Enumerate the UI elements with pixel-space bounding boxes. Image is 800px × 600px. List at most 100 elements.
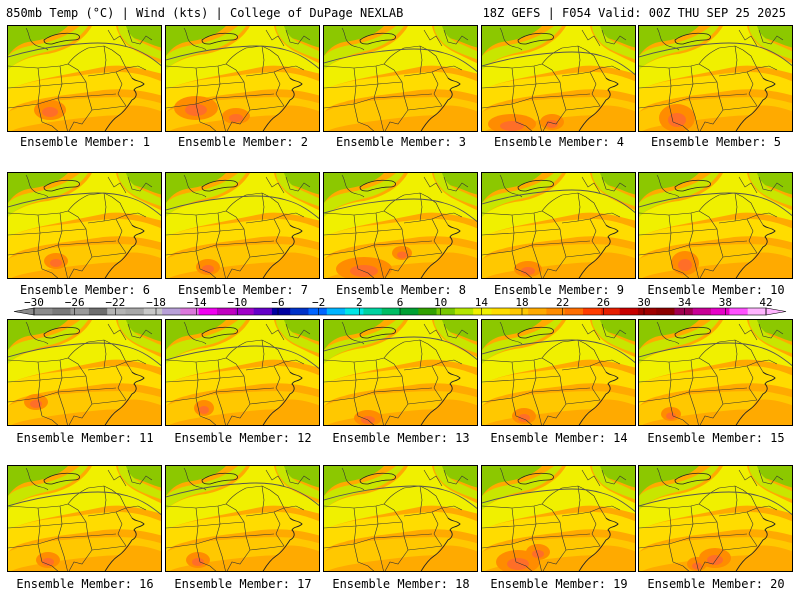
state-border [742,196,764,226]
state-border [722,105,758,111]
ensemble-member-map [323,172,478,279]
colorbar-swatch [253,308,273,315]
member-label: Ensemble Member: 6 [19,283,151,297]
colorbar-swatch [308,308,328,315]
colorbar-swatch [34,308,53,315]
state-border [599,505,621,511]
wind-contour [482,51,635,75]
state-border [482,387,591,403]
state-border [699,549,724,571]
state-border [601,469,627,485]
temperature-band [324,219,477,259]
coastline [262,517,303,571]
state-border [125,505,147,511]
wind-contour [166,345,319,369]
state-border [225,485,271,505]
state-border [91,399,127,405]
member-label: Ensemble Member: 12 [174,431,312,445]
state-border [111,196,133,226]
state-border [718,507,758,517]
temperature-map [639,466,792,571]
state-border [419,339,423,369]
colorbar-tick-label: 30 [637,296,650,309]
colorbar-tick-label: −22 [105,296,125,309]
coastline [262,371,303,425]
state-border [283,212,305,218]
temperature-band [276,173,319,207]
state-border [542,256,567,278]
wind-contour [324,336,477,360]
colorbar-tick-label: 42 [759,296,772,309]
state-border [499,27,523,51]
state-border [8,63,69,69]
state-border [427,49,449,79]
state-border [273,365,285,401]
temperature-map [166,26,319,131]
state-border [8,228,87,236]
temperature-band [166,512,319,552]
colorbar-swatch [143,308,163,315]
state-border [166,387,275,403]
state-border [668,67,674,123]
coastline [104,77,145,131]
state-border [722,252,758,258]
colorbar-tick-label: −30 [24,296,44,309]
state-border [639,81,718,89]
temperature-colorbar: −30 −26 −22 −18 −14 −10 −6 −2 2 6 10 14 18 22 26 30 34 38… [13,296,787,316]
state-border [107,29,127,47]
state-border [103,339,107,369]
state-border [25,27,49,51]
colorbar-tick-label: −18 [146,296,166,309]
temperature-band [276,320,319,354]
temperature-map [482,173,635,278]
state-border [25,467,49,491]
state-border [127,176,153,192]
temperature-band [639,366,792,406]
colorbar-tick-label: −10 [227,296,247,309]
great-lakes-outline [674,326,711,339]
state-border [273,71,285,107]
state-border [261,339,265,369]
state-border [341,174,365,198]
state-border [166,240,275,256]
temperature-band [639,72,792,112]
temperature-band [482,26,542,56]
temperature-band [639,219,792,259]
state-border [245,214,285,224]
state-border [195,361,201,417]
member-label: Ensemble Member: 2 [177,135,309,149]
state-border [541,339,587,359]
colorbar-swatch [619,308,639,315]
state-border [746,365,758,401]
state-border [111,343,133,373]
warm-core [192,558,204,566]
state-border [699,256,724,278]
state-border [585,489,607,519]
state-border [577,45,581,75]
state-border [37,67,43,123]
state-border [195,507,201,563]
state-border [341,321,365,345]
state-border [734,192,738,222]
colorbar-swatch [509,308,529,315]
state-border [403,67,443,77]
temperature-band [166,26,226,56]
state-border [698,339,744,359]
temperature-band [592,173,635,207]
coastline [578,224,619,278]
warm-core [42,107,58,117]
state-border [482,81,561,89]
coastline [420,77,461,131]
state-border [91,545,127,551]
colorbar-swatch [747,308,767,315]
state-border [273,218,285,254]
colorbar-swatch [436,308,456,315]
state-border [125,65,147,71]
state-border [41,415,59,425]
state-border [324,387,433,403]
temperature-band [126,173,161,195]
state-border [249,399,285,405]
great-lakes-outline [43,179,80,192]
ensemble-member-map [7,319,162,426]
state-border [91,252,127,258]
